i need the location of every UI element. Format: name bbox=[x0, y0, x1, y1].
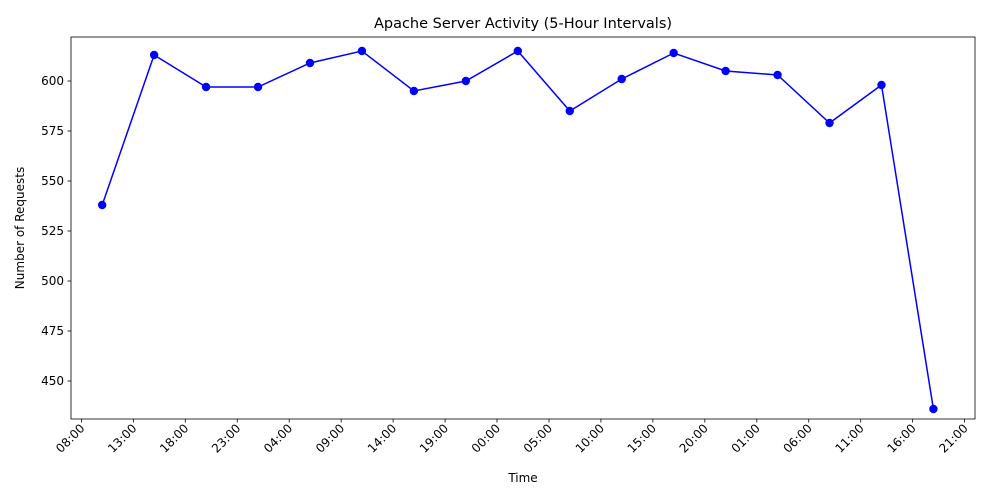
x-tick-label-5: 09:00 bbox=[313, 421, 347, 455]
x-tick-label-11: 15:00 bbox=[625, 421, 659, 455]
x-tick-label-14: 06:00 bbox=[781, 421, 815, 455]
plot-area: 450 475 500 525 550 575 600 08:00 13:00 18:00 23:0… bbox=[41, 36, 976, 456]
x-tick-label-6: 14:00 bbox=[365, 421, 399, 455]
data-point-11 bbox=[669, 48, 678, 58]
x-tick-label-2: 18:00 bbox=[157, 421, 191, 455]
data-point-12 bbox=[721, 66, 730, 76]
data-point-6 bbox=[409, 86, 419, 96]
data-point-0 bbox=[97, 200, 107, 210]
series-line bbox=[101, 50, 935, 410]
y-tick-label-5: 575 bbox=[41, 124, 64, 138]
data-point-10 bbox=[617, 74, 626, 84]
data-point-9 bbox=[565, 106, 574, 116]
data-point-5 bbox=[357, 46, 367, 56]
x-axis-title: Time bbox=[507, 471, 537, 485]
data-point-3 bbox=[253, 82, 263, 92]
data-point-14 bbox=[825, 118, 834, 128]
x-tick-label-3: 23:00 bbox=[209, 421, 243, 455]
x-tick-label-13: 01:00 bbox=[729, 421, 763, 455]
data-point-7 bbox=[461, 76, 471, 86]
chart-title: Apache Server Activity (5-Hour Intervals… bbox=[374, 16, 672, 32]
axes-frame bbox=[70, 36, 976, 420]
x-tick-label-15: 11:00 bbox=[832, 421, 866, 455]
x-tick-label-4: 04:00 bbox=[261, 421, 295, 455]
x-tick-label-1: 13:00 bbox=[105, 421, 139, 455]
y-tick-label-6: 600 bbox=[41, 74, 64, 88]
data-point-4 bbox=[305, 58, 315, 68]
y-tick-label-2: 500 bbox=[41, 274, 64, 288]
y-axis-title: Number of Requests bbox=[13, 167, 27, 289]
x-tick-label-17: 21:00 bbox=[936, 421, 970, 455]
y-tick-label-3: 525 bbox=[41, 224, 64, 238]
data-point-2 bbox=[201, 82, 211, 92]
x-tick-label-16: 16:00 bbox=[884, 421, 918, 455]
x-tick-label-9: 05:00 bbox=[521, 421, 555, 455]
data-point-13 bbox=[773, 70, 782, 80]
x-tick-label-12: 20:00 bbox=[677, 421, 711, 455]
x-tick-label-10: 10:00 bbox=[573, 421, 607, 455]
data-point-8 bbox=[513, 46, 523, 56]
data-point-16 bbox=[929, 404, 938, 414]
data-point-1 bbox=[149, 50, 159, 60]
y-tick-label-0: 450 bbox=[41, 374, 64, 388]
x-tick-label-7: 19:00 bbox=[417, 421, 451, 455]
x-tick-label-0: 08:00 bbox=[53, 421, 87, 455]
x-tick-label-8: 00:00 bbox=[469, 421, 503, 455]
y-tick-label-4: 550 bbox=[41, 174, 64, 188]
data-point-15 bbox=[877, 80, 886, 90]
y-tick-label-1: 475 bbox=[41, 324, 64, 338]
